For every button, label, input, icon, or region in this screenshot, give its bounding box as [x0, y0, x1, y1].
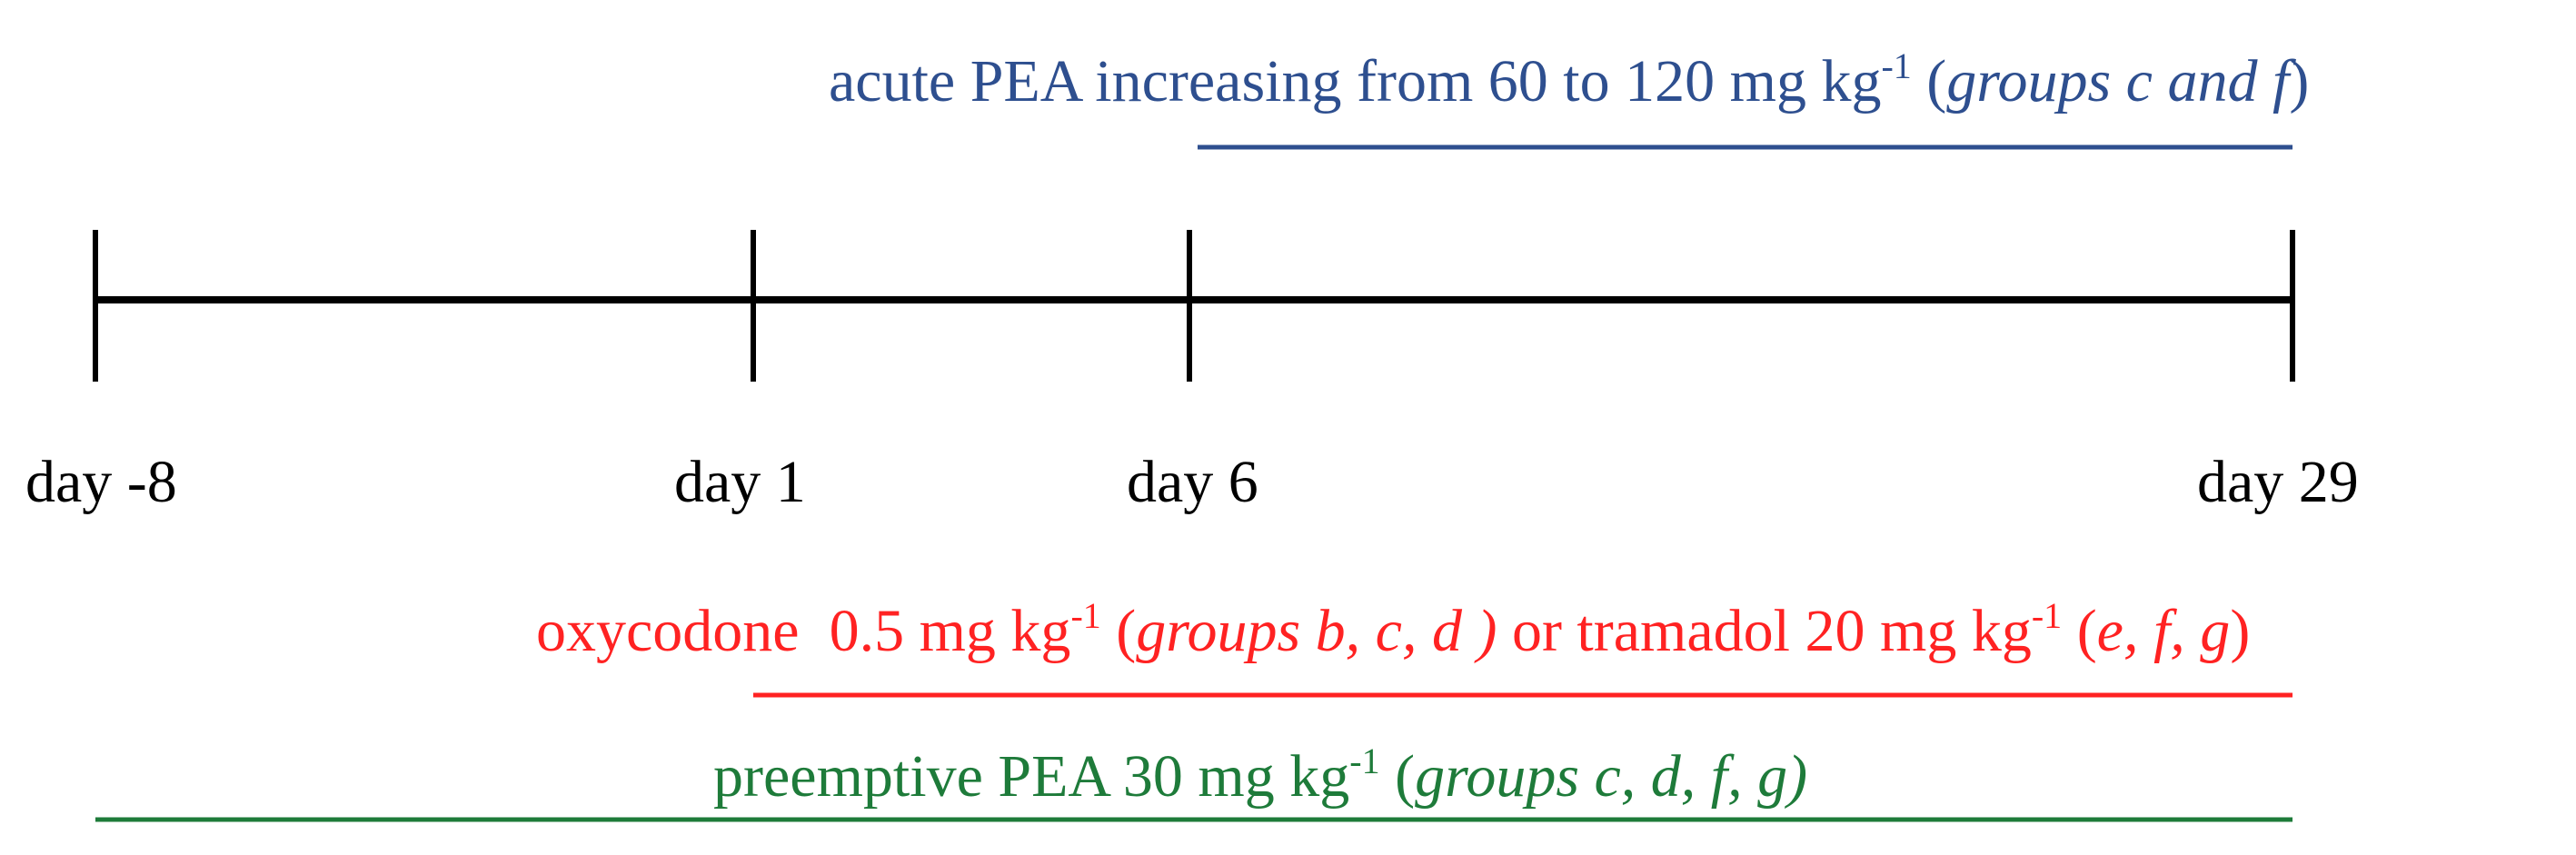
oxycodone-tramadol-label: oxycodone 0.5 mg kg-1 (groups b, c, d ) … — [536, 598, 2251, 664]
tramadol-paren-open: ( — [2062, 598, 2097, 664]
label-day-6: day 6 — [1127, 449, 1258, 515]
oxycodone-text: oxycodone 0.5 mg kg — [536, 598, 1071, 664]
acute-pea-paren-close: ) — [2289, 48, 2310, 114]
oxycodone-groups: groups b, c, d ) — [1136, 598, 1497, 664]
tramadol-exponent: -1 — [2031, 595, 2063, 636]
acute-pea-groups: groups c and f — [1946, 48, 2290, 114]
oxycodone-paren-open: ( — [1100, 598, 1137, 664]
acute-pea-text: acute PEA increasing from 60 to 120 mg k… — [829, 48, 1882, 114]
oxycodone-exponent: -1 — [1070, 595, 1101, 636]
tramadol-groups: e, f, g — [2096, 598, 2231, 664]
acute-pea-exponent: -1 — [1881, 45, 1912, 86]
preemptive-pea-paren-open: ( — [1379, 743, 1416, 810]
preemptive-pea-groups: groups c, d, f, g) — [1415, 743, 1808, 810]
label-day-29: day 29 — [2197, 449, 2359, 515]
label-day-1: day 1 — [674, 449, 806, 515]
tramadol-text: or tramadol 20 mg kg — [1497, 598, 2032, 664]
tramadol-paren-close: ) — [2230, 598, 2251, 664]
preemptive-pea-exponent: -1 — [1349, 741, 1380, 781]
preemptive-pea-label: preemptive PEA 30 mg kg-1 (groups c, d, … — [713, 743, 1807, 807]
acute-pea-paren-open: ( — [1911, 48, 1947, 114]
preemptive-pea-text: preemptive PEA 30 mg kg — [713, 743, 1350, 810]
label-day-minus-8: day -8 — [25, 449, 177, 515]
acute-pea-label: acute PEA increasing from 60 to 120 mg k… — [829, 48, 2309, 112]
